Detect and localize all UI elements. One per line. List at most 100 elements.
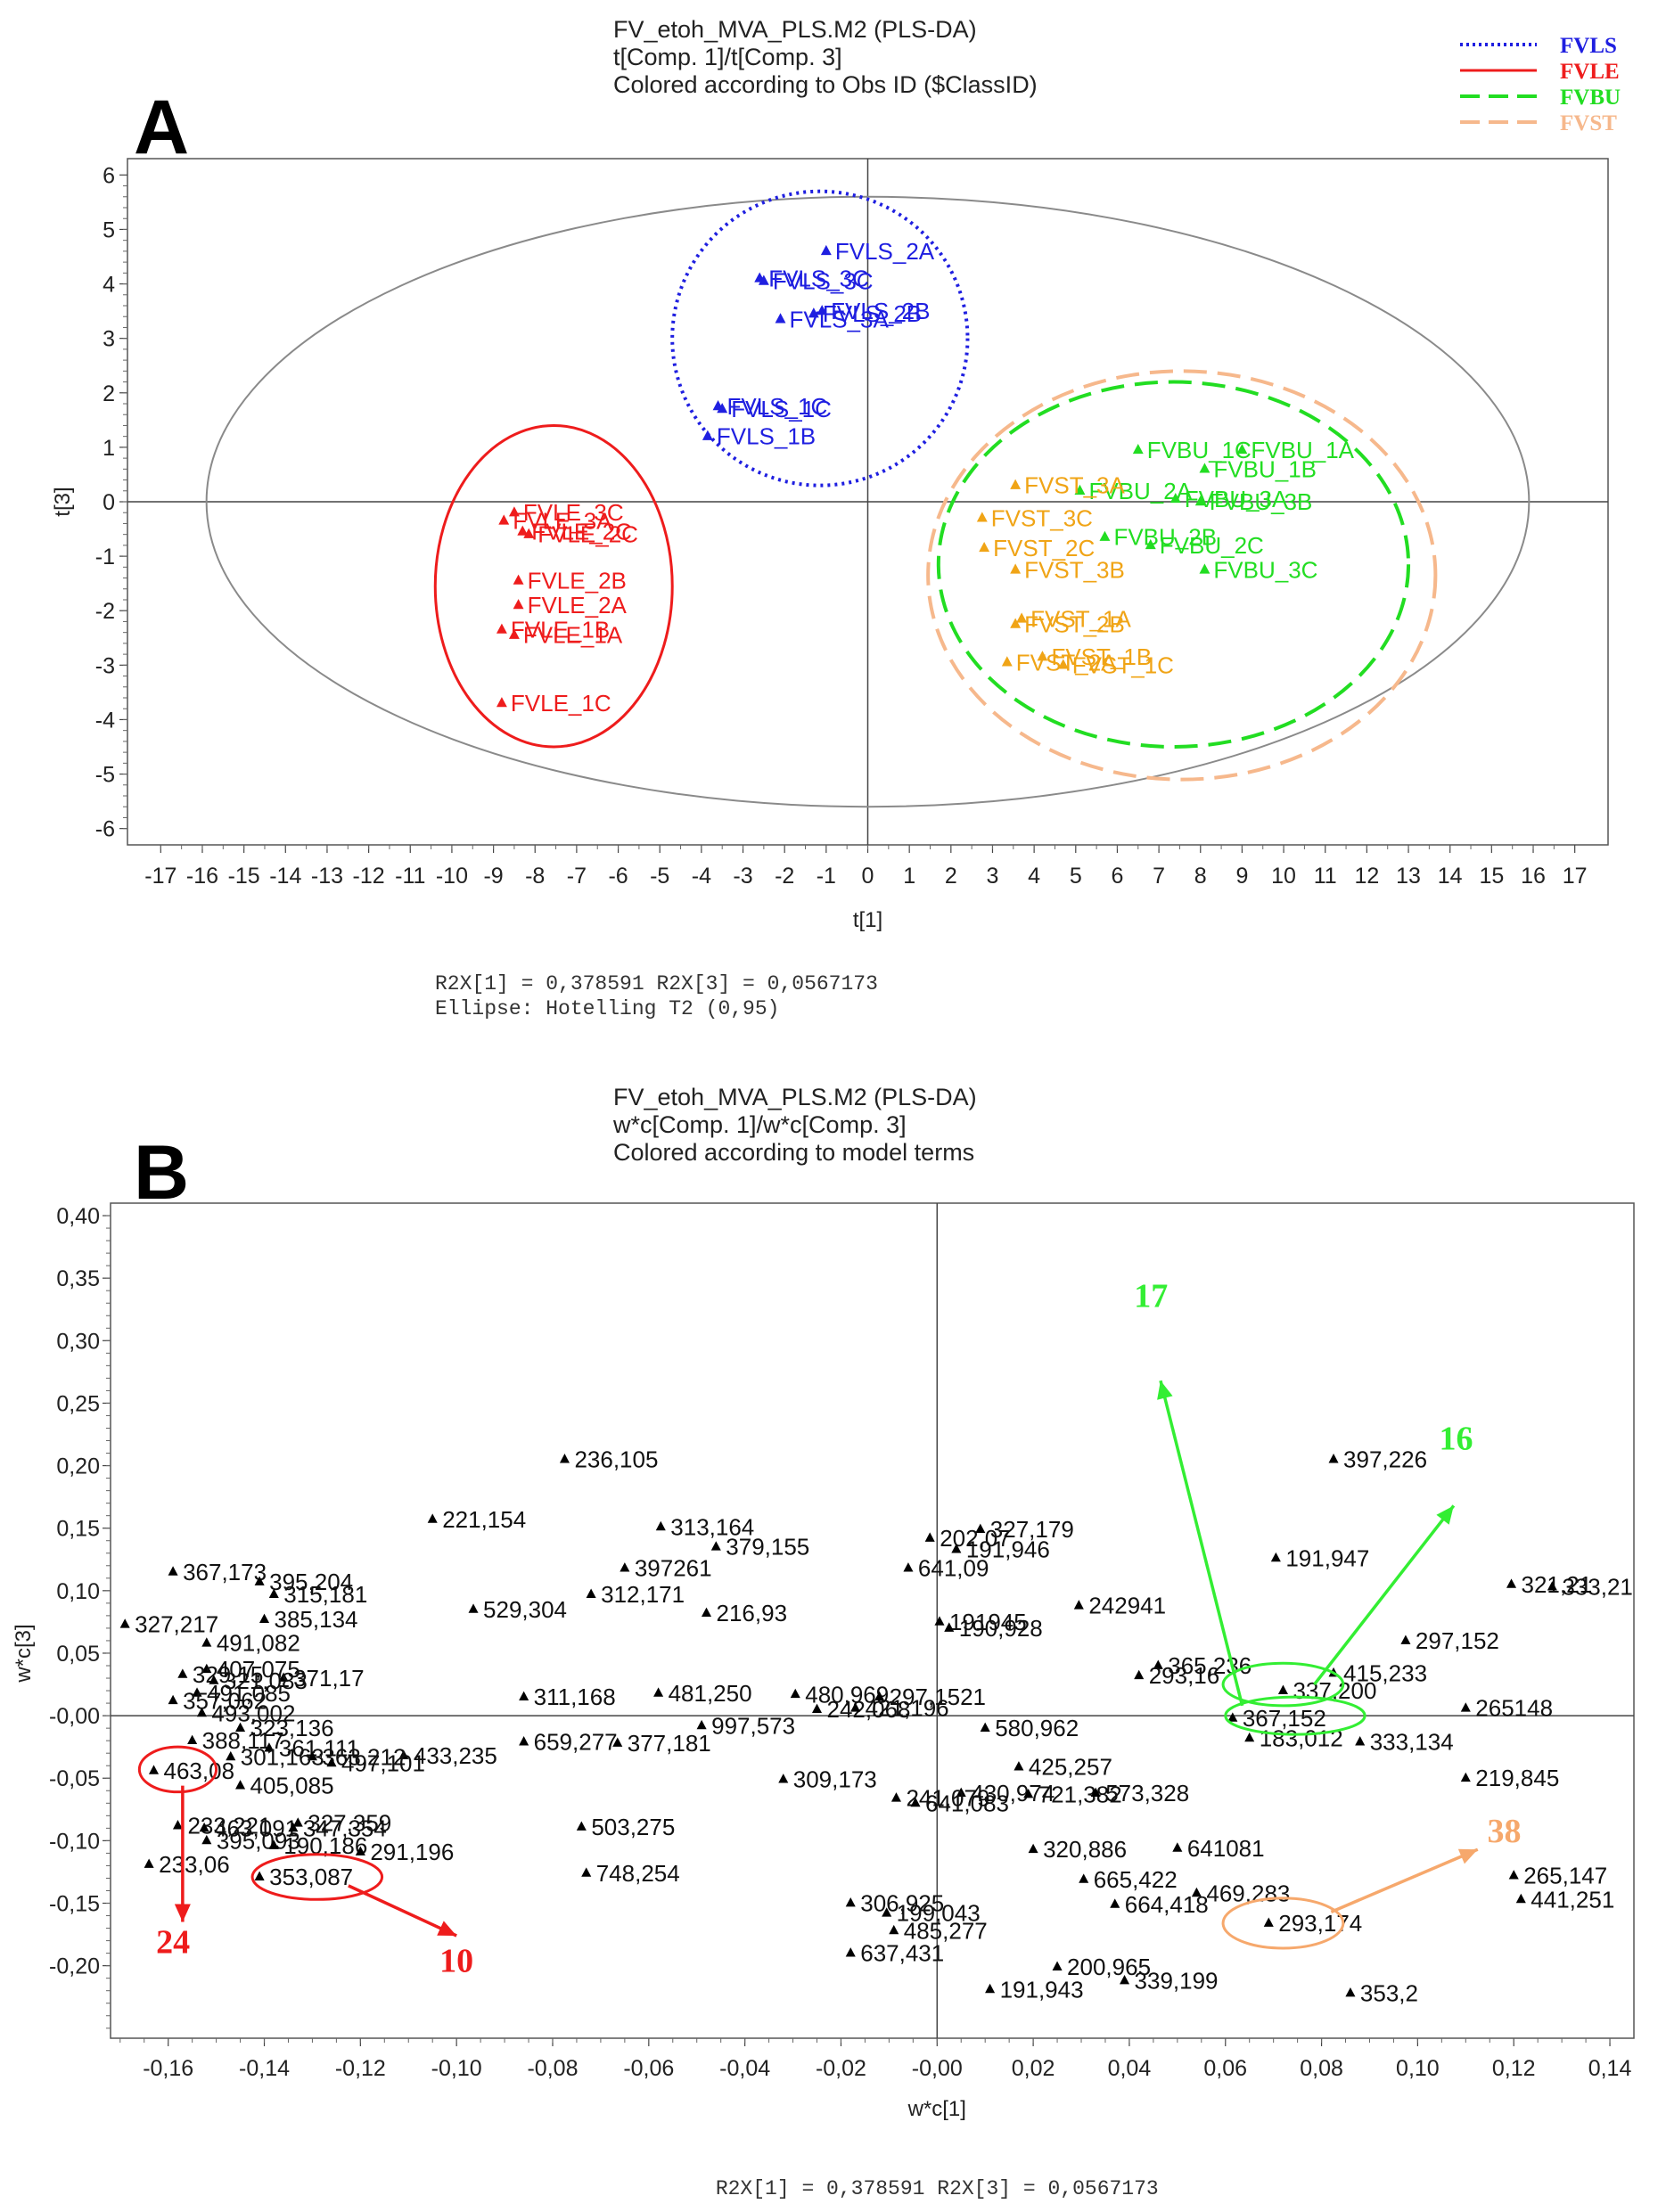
panel-a-ytick-label: 6 [103, 163, 115, 188]
panel-a-xtick-label: 1 [903, 864, 915, 889]
panel-b-point-label: 199,043 [897, 1900, 981, 1927]
panel-a-point-marker [1236, 443, 1248, 455]
panel-a-point-label: FVBU_3A [1185, 486, 1288, 512]
panel-a-xtick-label: 6 [1111, 864, 1123, 889]
panel-b-point-marker [1345, 1987, 1356, 1997]
panel-b-point-label: 463,091 [214, 1815, 298, 1841]
panel-a-ellipse-fvls [670, 189, 970, 487]
panel-b-point-label: 415,233 [1343, 1659, 1427, 1686]
panel-a-point-marker [1099, 530, 1111, 541]
panel-b-point-label: 327,179 [990, 1516, 1074, 1543]
panel-b-xtick-label: 0,08 [1300, 2056, 1343, 2081]
panel-b-annotation-arrowhead [1157, 1380, 1173, 1400]
panel-b-xtick-label: -0,02 [816, 2056, 866, 2081]
panel-a-title-line: FV_etoh_MVA_PLS.M2 (PLS-DA) [613, 16, 977, 43]
panel-b-point-label: 379,155 [726, 1534, 809, 1561]
panel-a-ytick-label: 5 [103, 217, 115, 242]
panel-a-xlabel: t[1] [853, 908, 882, 932]
panel-b-title-line: Colored according to model terms [613, 1139, 974, 1166]
panel-b-point-marker [468, 1603, 479, 1613]
panel-a-point-label: FVBU_3B [1210, 488, 1313, 515]
panel-a-xtick-label: -6 [608, 864, 628, 889]
panel-a-point-label: FVLE_2A [528, 592, 628, 619]
panel-b-point-marker [1052, 1961, 1063, 1970]
panel-a-point-marker [775, 313, 786, 324]
panel-b-point-marker [226, 1750, 236, 1761]
panel-b-annotation-arrow-line [348, 1884, 457, 1938]
panel-b-point-label: 491,085 [207, 1680, 291, 1707]
panel-b-point-marker [1277, 1684, 1288, 1694]
panel-b-point-label: 367,173 [183, 1559, 267, 1585]
panel-b-point-marker [235, 1722, 246, 1733]
panel-b-point-marker [326, 1757, 337, 1767]
panel-b-point-marker [519, 1736, 529, 1746]
panel-b-point-marker [710, 1541, 721, 1551]
panel-b-point-marker [1079, 1873, 1089, 1883]
panel-b-point-label: 301,163 [241, 1743, 324, 1770]
panel-a-point-marker [508, 628, 520, 639]
panel-b-xtick-label: 0,06 [1203, 2056, 1247, 2081]
panel-b-point-marker [576, 1821, 587, 1831]
panel-b-annotation-arrowhead [174, 1904, 191, 1922]
panel-a-point-marker [1010, 618, 1022, 628]
panel-a-xtick-label: -7 [567, 864, 587, 889]
panel-a-point-marker [1037, 651, 1048, 661]
panel-b-point-marker [1508, 1870, 1519, 1880]
panel-b-point-label: 327,217 [135, 1611, 218, 1638]
panel-b-point-label: 265,147 [1523, 1863, 1607, 1889]
panel-b-annotation-arrow-line [1313, 1504, 1456, 1686]
panel-b-point-label: 371,17 [293, 1665, 365, 1692]
legend-label-fvst: FVST [1560, 111, 1617, 135]
panel-b-point-label: 311,168 [534, 1684, 616, 1710]
panel-b-point-label: 659,277 [534, 1729, 618, 1756]
panel-b-point-label: 433,235 [414, 1742, 497, 1769]
panel-b-point-marker [292, 1817, 303, 1827]
panel-b-point-marker [192, 1687, 202, 1697]
panel-b-point-label: 385,134 [275, 1606, 358, 1633]
panel-a-xtick-label: -13 [311, 864, 343, 889]
panel-a-point-marker [523, 528, 535, 538]
panel-b-point-marker [1400, 1634, 1411, 1644]
panel-b-point-marker [1073, 1600, 1084, 1610]
panel-b-point-marker [559, 1454, 570, 1463]
panel-b-point-label: 219,845 [1475, 1765, 1559, 1791]
panel-a-point-label: FVBU_1B [1213, 455, 1317, 482]
panel-b-xtick-label: -0,04 [719, 2056, 770, 2081]
panel-b-point-label: 297,152 [1416, 1627, 1499, 1654]
panel-b-ytick-label: 0,40 [56, 1204, 100, 1229]
panel-b-highlight-ellipse-red [250, 1853, 384, 1901]
panel-b-point-marker [934, 1616, 945, 1626]
panel-a-point-marker [717, 403, 728, 414]
panel-b-point-marker [956, 1787, 966, 1797]
panel-b-loadings-plot: FV_etoh_MVA_PLS.M2 (PLS-DA)w*c[Comp. 1]/… [12, 1084, 1635, 2200]
panel-a-letter: A [134, 85, 189, 170]
panel-b-point-label: 441,251 [1531, 1886, 1614, 1913]
panel-a-xtick-label: 17 [1563, 864, 1588, 889]
panel-b-point-label: 312,171 [601, 1581, 685, 1608]
panel-b-point-label: 353,2 [1360, 1980, 1418, 2007]
panel-a-xtick-label: 16 [1521, 864, 1546, 889]
panel-b-point-label: 200,965 [1067, 1954, 1151, 1980]
panel-b-point-marker [196, 1707, 207, 1717]
panel-b-point-label: 191,947 [1285, 1544, 1369, 1571]
panel-b-point-marker [1023, 1788, 1034, 1798]
panel-a-ytick-label: 1 [103, 436, 115, 461]
panel-b-point-marker [254, 1871, 265, 1880]
panel-a-point-label: FVLS_3C [773, 268, 874, 295]
panel-b-xtick-label: 0,14 [1588, 2056, 1632, 2081]
panel-b-point-marker [268, 1588, 279, 1598]
panel-a-point-label: FVST_3A [1024, 472, 1125, 499]
panel-b-annotation-label: 10 [439, 1943, 473, 1980]
panel-b-point-marker [586, 1588, 596, 1598]
panel-b-annotation-arrowhead [437, 1921, 457, 1936]
panel-b-highlight-ellipse-orange [1221, 1897, 1345, 1950]
panel-b-point-marker [254, 1576, 265, 1585]
panel-a-point-marker [702, 430, 713, 440]
panel-b-point-label: 421,196 [866, 1695, 949, 1722]
panel-b-point-marker [199, 1822, 209, 1832]
panel-b-ytick-label: 0,05 [56, 1642, 100, 1667]
panel-b-point-marker [235, 1780, 246, 1790]
panel-b-point-marker [201, 1637, 212, 1647]
panel-a-ytick-label: -2 [95, 599, 115, 624]
